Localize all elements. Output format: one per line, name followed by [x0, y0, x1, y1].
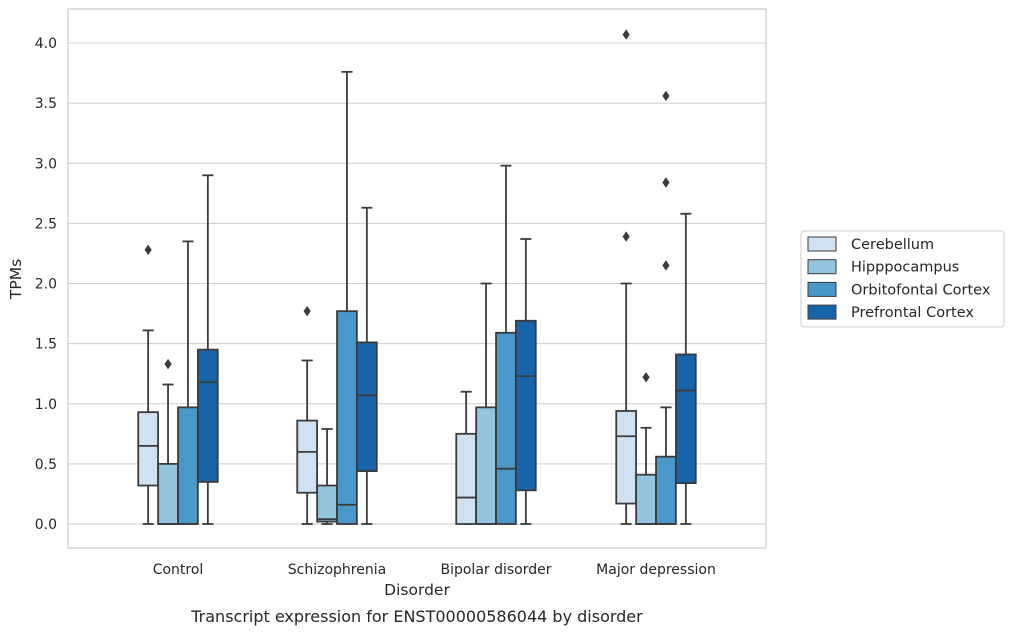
x-tick-label: Bipolar disorder: [440, 562, 551, 578]
legend-swatch: [807, 304, 837, 320]
box-cerebellum: [137, 244, 159, 525]
box-body: [137, 411, 159, 487]
box-hipppocampus: [316, 428, 338, 525]
outlier-point: [662, 90, 670, 102]
legend-label: Prefrontal Cortex: [851, 305, 974, 321]
box-prefrontal-cortex: [197, 174, 219, 525]
box-body: [296, 419, 318, 494]
y-tick-label: 1.0: [35, 397, 57, 413]
box-orbitofontal-cortex: [655, 90, 677, 525]
legend-swatch: [807, 281, 837, 297]
y-tick-label: 2.0: [35, 277, 57, 293]
x-axis-label: Disorder: [384, 581, 450, 599]
box-body: [475, 406, 497, 525]
y-tick-label: 3.5: [35, 96, 57, 112]
y-tick-label: 4.0: [35, 36, 57, 52]
box-hipppocampus: [475, 282, 497, 525]
box-cerebellum: [296, 305, 318, 525]
box-body: [157, 462, 179, 525]
legend-frame: [800, 230, 1005, 328]
legend-label: Orbitofontal Cortex: [851, 282, 991, 298]
x-tick-label: Schizophrenia: [288, 562, 386, 578]
box-cerebellum: [455, 390, 477, 525]
legend-label: Hipppocampus: [851, 260, 959, 276]
x-tick-label: Control: [153, 562, 204, 578]
outlier-point: [622, 29, 630, 40]
box-prefrontal-cortex: [515, 238, 537, 525]
legend-swatch: [807, 259, 837, 275]
box-body: [177, 406, 199, 525]
axes-frame: [67, 8, 767, 549]
y-tick-label: 1.5: [35, 337, 57, 353]
box-body: [316, 484, 338, 523]
outlier-point: [144, 244, 152, 256]
x-tick-label: Major depression: [596, 562, 716, 578]
box-body: [675, 353, 697, 485]
outlier-point: [642, 372, 650, 383]
box-body: [635, 473, 657, 525]
box-prefrontal-cortex: [356, 206, 378, 525]
y-axis-label: TPMs: [7, 259, 25, 300]
x-tick-labels: Control Schizophrenia Bipolar disorder Majo…: [153, 562, 716, 578]
y-tick-label: 0.0: [35, 517, 57, 533]
box-hipppocampus: [635, 372, 657, 525]
box-body: [655, 455, 677, 525]
legend-label: Cerebellum: [851, 237, 934, 253]
outlier-point: [662, 260, 670, 271]
box-body: [197, 348, 219, 483]
y-tick-labels: 0.0 0.5 1.0 1.5 2.0 2.5 3.0 3.5 4.0: [35, 36, 57, 533]
box-plots: [137, 29, 697, 525]
outlier-point: [662, 177, 670, 188]
box-prefrontal-cortex: [675, 212, 697, 525]
box-body: [615, 410, 637, 505]
outlier-point: [303, 305, 311, 317]
y-tick-label: 3.0: [35, 156, 57, 172]
box-cerebellum: [615, 29, 637, 525]
legend: Cerebellum Hipppocampus Orbitofontal Corte…: [800, 230, 1005, 328]
outlier-point: [164, 358, 172, 370]
legend-swatch: [807, 236, 837, 252]
box-body: [495, 331, 517, 525]
box-body: [336, 310, 358, 525]
box-body: [515, 319, 537, 492]
box-body: [455, 432, 477, 525]
y-tick-label: 0.5: [35, 457, 57, 473]
outlier-point: [622, 231, 630, 242]
y-tick-label: 2.5: [35, 216, 57, 232]
figure-caption: Transcript expression for ENST0000058604…: [190, 607, 643, 626]
box-body: [356, 341, 378, 472]
